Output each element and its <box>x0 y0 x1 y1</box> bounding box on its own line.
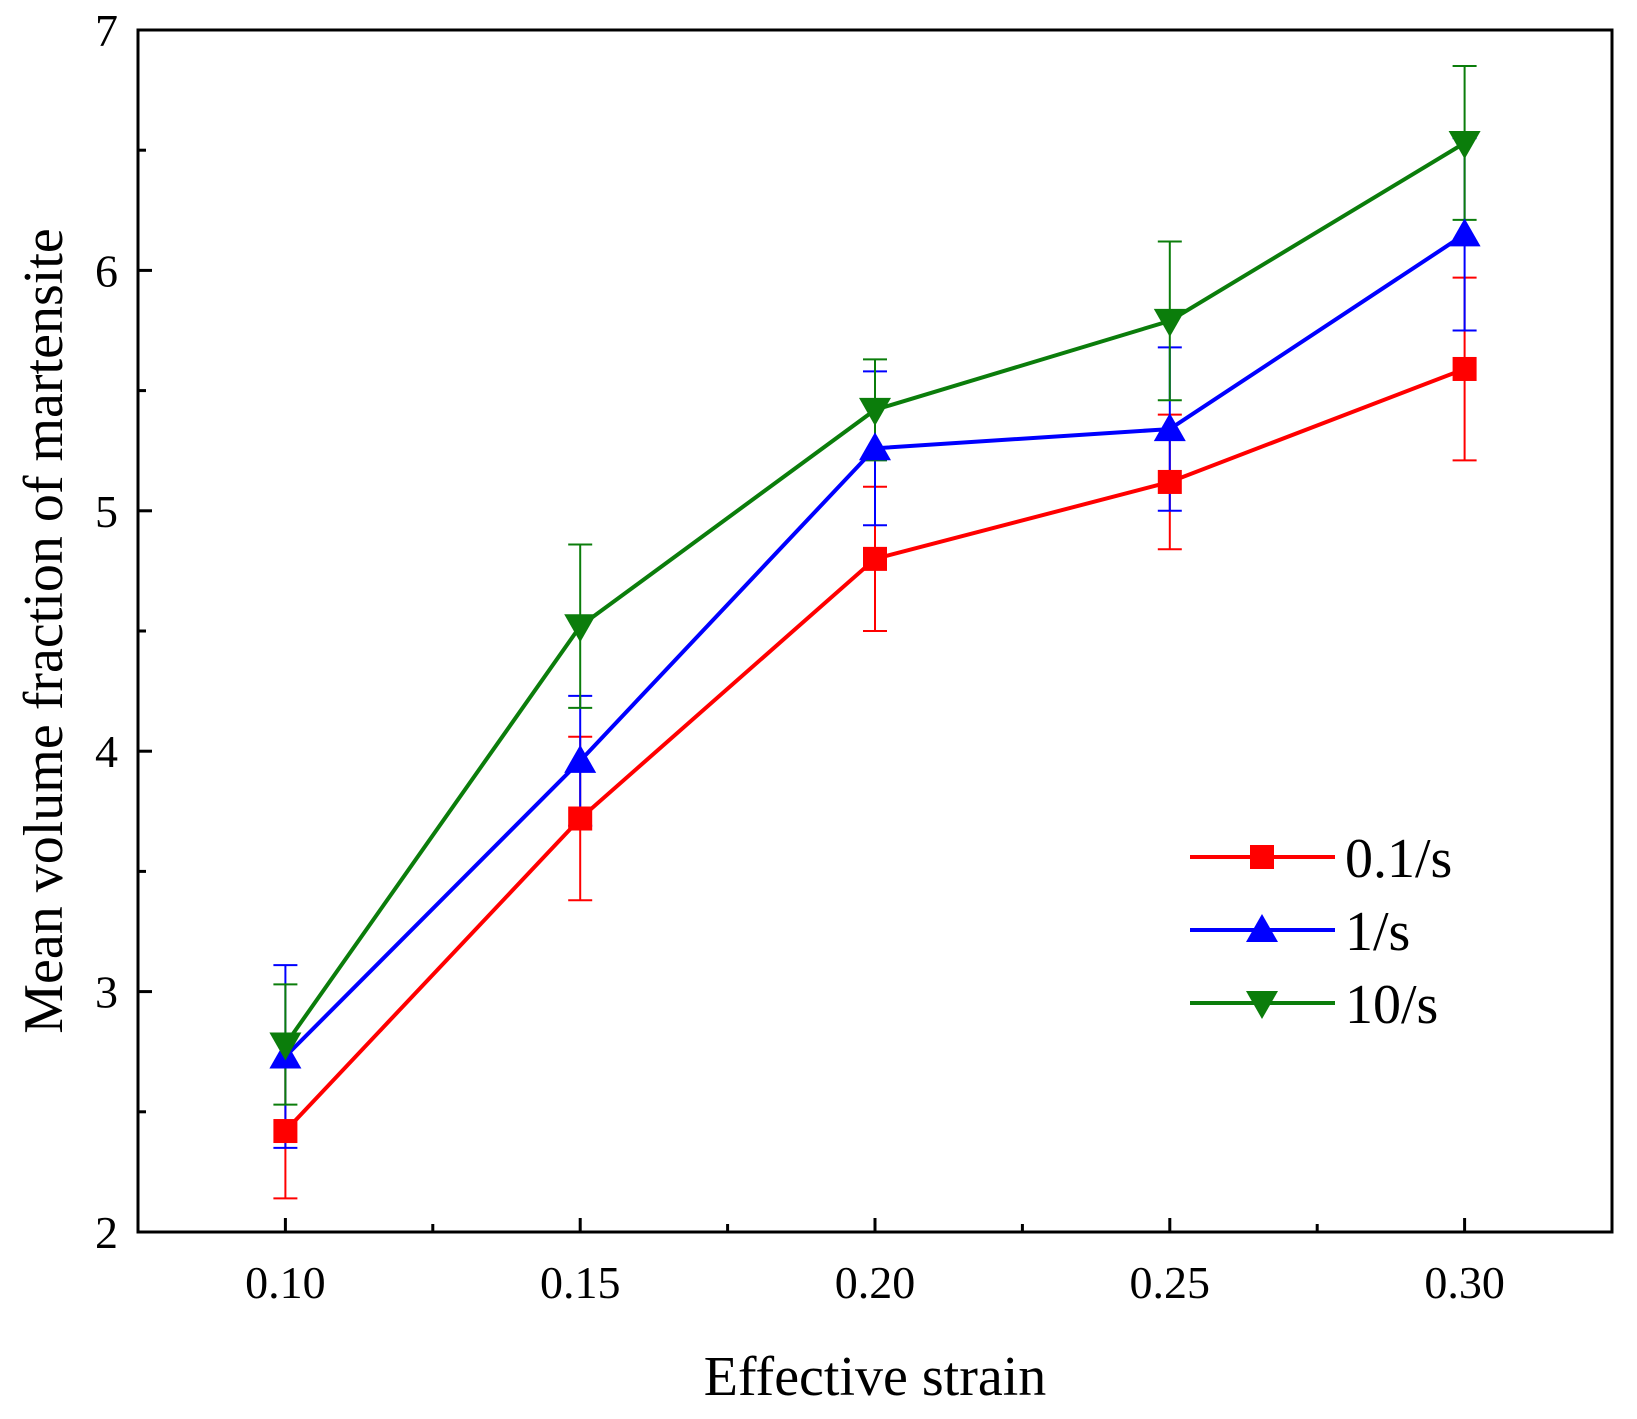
legend-item-0: 0.1/s <box>1190 828 1452 890</box>
x-tick-label: 0.10 <box>245 1257 326 1308</box>
legend-item-2: 10/s <box>1190 974 1438 1036</box>
data-point-series-1 <box>564 744 597 773</box>
legend-label: 1/s <box>1345 901 1410 963</box>
x-tick-label: 0.25 <box>1130 1257 1211 1308</box>
data-point-series-2 <box>1448 130 1481 159</box>
axes: 0.10 0.15 0.20 0.25 0.30 2 3 4 5 6 7 <box>95 5 1505 1308</box>
data-point-series-2 <box>269 1032 302 1061</box>
legend-label: 10/s <box>1345 974 1438 1036</box>
data-point-series-0 <box>568 806 593 831</box>
series-lines <box>283 141 1466 1133</box>
y-tick-label: 7 <box>95 5 118 56</box>
x-tick-label: 0.15 <box>540 1257 621 1308</box>
legend-marker <box>1246 991 1278 1019</box>
data-point-series-0 <box>273 1119 298 1144</box>
data-point-series-0 <box>863 546 887 571</box>
data-point-series-1 <box>859 432 891 461</box>
data-point-series-2 <box>1153 308 1186 337</box>
x-tick-label: 0.30 <box>1424 1257 1505 1308</box>
legend-marker <box>1246 914 1278 942</box>
y-tick-label: 6 <box>95 245 118 296</box>
legend-label: 0.1/s <box>1345 828 1452 890</box>
legend: 0.1/s 1/s 10/s <box>1190 828 1452 1036</box>
data-point-series-2 <box>859 397 891 426</box>
x-axis-label: Effective strain <box>704 1346 1047 1408</box>
y-tick-label: 3 <box>95 967 118 1018</box>
y-tick-label: 2 <box>95 1207 118 1258</box>
legend-item-1: 1/s <box>1190 901 1410 963</box>
data-point-series-1 <box>1448 218 1481 247</box>
y-tick-label: 4 <box>95 726 118 777</box>
data-point-series-2 <box>564 614 597 643</box>
error-bars-series-1 <box>273 137 1477 1149</box>
data-point-series-1 <box>1153 413 1186 442</box>
series-markers <box>269 130 1481 1144</box>
legend-marker <box>1250 845 1274 869</box>
x-tick-label: 0.20 <box>835 1257 916 1308</box>
data-point-series-0 <box>1157 469 1182 494</box>
error-bars <box>273 65 1477 1200</box>
series-line-1 <box>283 232 1466 1058</box>
y-tick-label: 5 <box>95 486 118 537</box>
data-point-series-0 <box>1452 356 1477 381</box>
y-axis-label: Mean volume fraction of martensite <box>13 228 75 1034</box>
